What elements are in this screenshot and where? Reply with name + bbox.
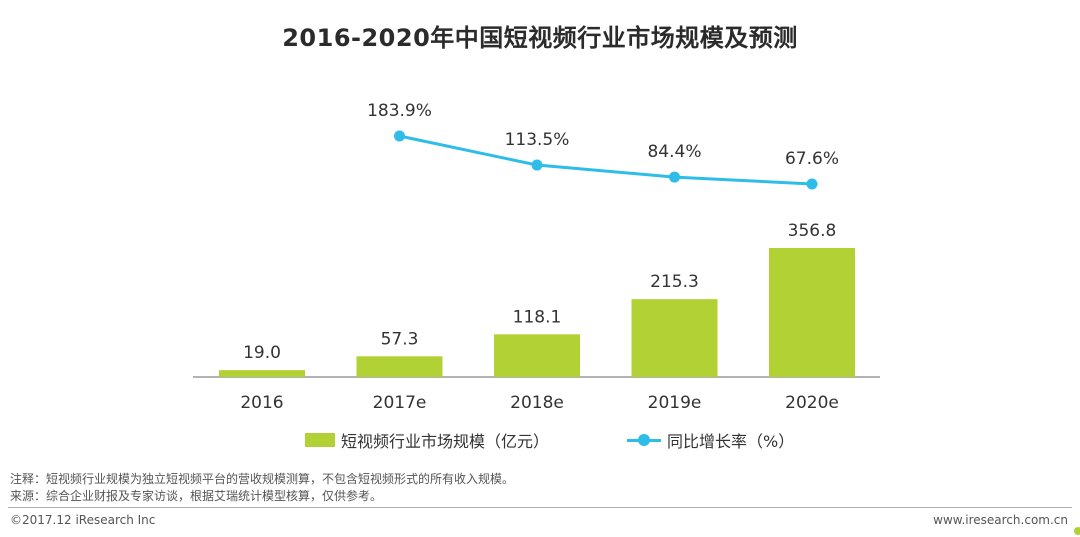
corner-decoration <box>1074 527 1080 535</box>
footer-divider <box>8 507 1072 508</box>
growth-point <box>394 130 405 142</box>
growth-point <box>531 159 543 171</box>
legend-bar-label: 短视频行业市场规模（亿元） <box>341 432 550 451</box>
chart-title: 2016-2020年中国短视频行业市场规模及预测 <box>282 24 798 52</box>
x-tick-label: 2019e <box>648 393 702 413</box>
chart-plot: 19.0 2016 57.3 2017e 118.1 2018e 215.3 2019e 356… <box>193 101 880 413</box>
bar <box>494 334 580 377</box>
bar-value-label: 19.0 <box>243 343 281 363</box>
chart-note: 注释：短视频行业规模为独立短视频平台的营收规模测算，不包含短视频形式的所有收入规… <box>10 472 515 486</box>
growth-value-label: 84.4% <box>647 142 701 162</box>
x-tick-label: 2017e <box>373 393 427 413</box>
footer-website: www.iresearch.com.cn <box>933 513 1068 527</box>
chart-source: 来源：综合企业财报及专家访谈，根据艾瑞统计模型核算，仅供参考。 <box>10 489 383 503</box>
legend-item-line: 同比增长率（%） <box>627 428 794 452</box>
x-tick-label: 2018e <box>510 393 564 413</box>
growth-value-label: 113.5% <box>505 130 570 150</box>
growth-point <box>806 178 818 190</box>
bar-value-label: 118.1 <box>513 307 562 327</box>
chart-legend: 短视频行业市场规模（亿元） 同比增长率（%） <box>305 428 872 452</box>
bar-value-label: 215.3 <box>650 272 699 292</box>
growth-point <box>669 171 680 183</box>
growth-value-label: 67.6% <box>785 149 839 169</box>
growth-line <box>399 134 813 186</box>
bar-value-label: 356.8 <box>788 221 837 241</box>
legend-line-label: 同比增长率（%） <box>667 432 795 451</box>
legend-item-bar: 短视频行业市场规模（亿元） <box>305 428 549 452</box>
bar <box>356 356 443 377</box>
bar <box>769 248 855 377</box>
legend-bar-swatch <box>305 433 335 447</box>
x-tick-label: 2020e <box>785 393 839 413</box>
x-tick-label: 2016 <box>240 393 283 413</box>
growth-value-label: 183.9% <box>367 101 432 121</box>
bar <box>219 370 305 377</box>
bar-value-label: 57.3 <box>381 329 419 349</box>
legend-line-swatch <box>627 433 662 447</box>
bar <box>631 299 718 377</box>
footer-copyright: ©2017.12 iResearch Inc <box>10 513 156 527</box>
